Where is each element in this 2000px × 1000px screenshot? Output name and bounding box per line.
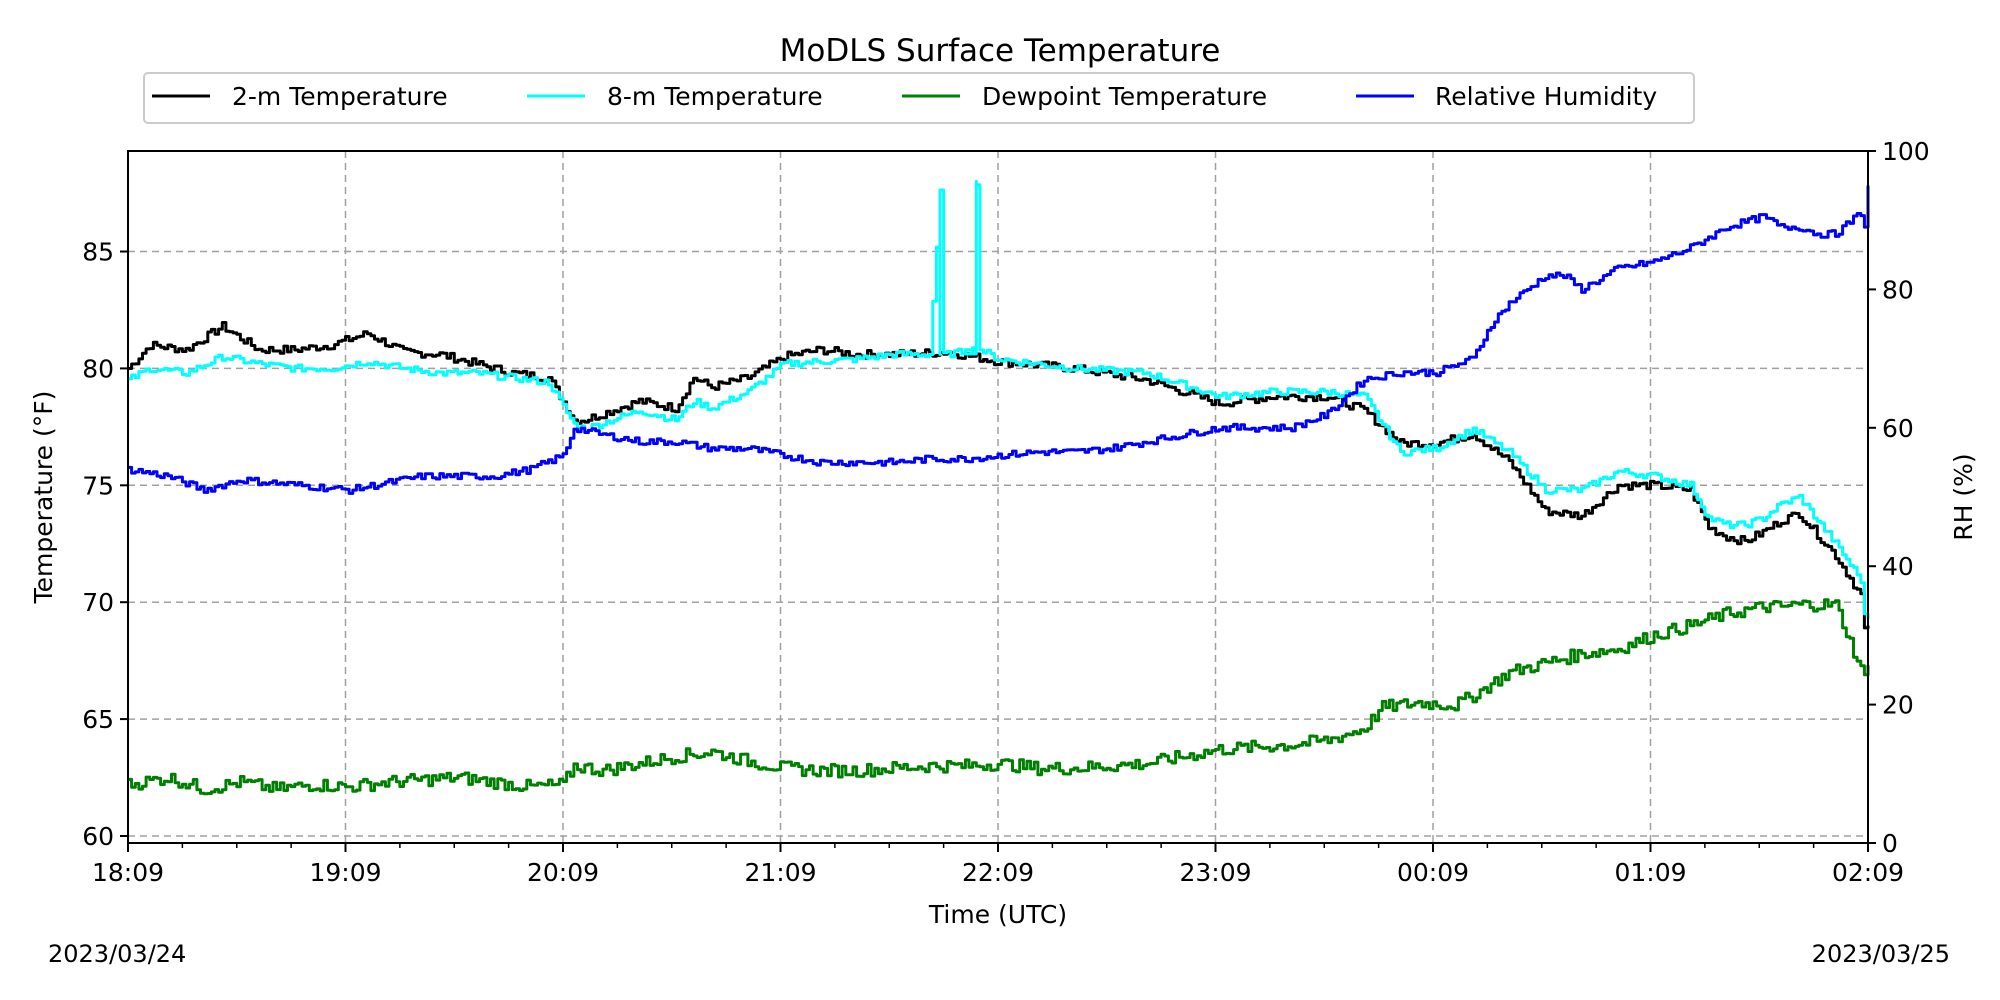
y2-tick-label: 100 <box>1882 137 1930 166</box>
y2-tick-label: 80 <box>1882 275 1914 304</box>
chart-title: MoDLS Surface Temperature <box>780 33 1221 69</box>
y-tick-label: 70 <box>82 588 114 617</box>
end-date: 2023/03/25 <box>1811 940 1950 968</box>
data-series <box>128 179 1870 796</box>
y-tick-label: 60 <box>82 822 114 851</box>
y-tick-label: 75 <box>82 471 114 500</box>
x-tick-label: 20:09 <box>527 858 599 887</box>
legend-frame <box>143 72 1695 124</box>
series-line-4 <box>128 185 1870 495</box>
x-tick-label: 19:09 <box>309 858 381 887</box>
x-tick-label: 01:09 <box>1614 858 1686 887</box>
x-tick-label: 22:09 <box>962 858 1034 887</box>
series-line-2 <box>128 179 1870 619</box>
y-tick-label: 80 <box>82 354 114 383</box>
y2-axis-label: RH (%) <box>1949 453 1978 540</box>
y2-tick-label: 60 <box>1882 414 1914 443</box>
legend-label-dewpoint: Dewpoint Temperature <box>982 82 1267 111</box>
legend: 2-m Temperature 8-m Temperature Dewpoint… <box>143 72 1695 124</box>
x-tick-label: 02:09 <box>1832 858 1904 887</box>
y2-tick-label: 0 <box>1882 829 1898 858</box>
x-tick-label: 23:09 <box>1179 858 1251 887</box>
legend-label-rh: Relative Humidity <box>1435 82 1657 111</box>
start-date: 2023/03/24 <box>48 940 187 968</box>
legend-label-2m: 2-m Temperature <box>232 82 448 111</box>
y2-tick-label: 40 <box>1882 552 1914 581</box>
y2-tick-label: 20 <box>1882 691 1914 720</box>
axes: 60 65 70 75 80 85 0 20 40 60 80 100 18:09 19:09 20:09 2… <box>82 137 1930 887</box>
x-tick-label: 18:09 <box>92 858 164 887</box>
y-tick-label: 85 <box>82 238 114 267</box>
x-tick-label: 00:09 <box>1397 858 1469 887</box>
legend-label-8m: 8-m Temperature <box>607 82 823 111</box>
series-line-3 <box>128 598 1870 796</box>
x-axis-label: Time (UTC) <box>928 900 1067 929</box>
x-tick-label: 21:09 <box>744 858 816 887</box>
y-axis-label: Temperature (°F) <box>29 391 58 605</box>
y-tick-label: 65 <box>82 705 114 734</box>
